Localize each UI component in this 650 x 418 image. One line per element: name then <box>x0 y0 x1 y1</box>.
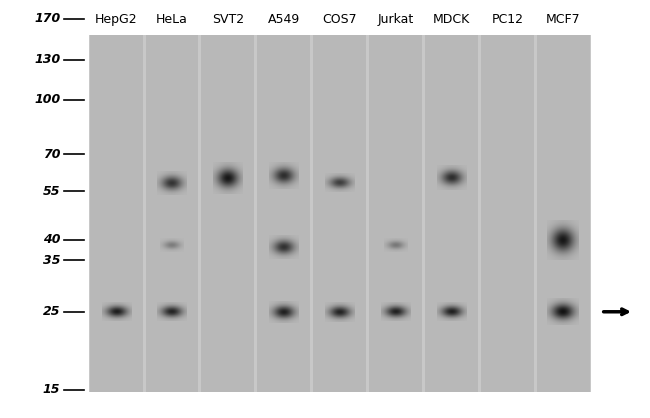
Text: COS7: COS7 <box>322 13 357 26</box>
Text: 55: 55 <box>43 185 60 198</box>
Text: SVT2: SVT2 <box>212 13 244 26</box>
Text: PC12: PC12 <box>491 13 523 26</box>
Text: 15: 15 <box>43 383 60 396</box>
Text: MDCK: MDCK <box>433 13 470 26</box>
Bar <box>90 35 142 392</box>
Text: HeLa: HeLa <box>156 13 188 26</box>
Text: MCF7: MCF7 <box>546 13 580 26</box>
Bar <box>89 35 590 392</box>
Text: 170: 170 <box>34 12 60 25</box>
Bar <box>481 35 534 392</box>
Text: Jurkat: Jurkat <box>378 13 414 26</box>
Bar <box>537 35 590 392</box>
Bar <box>146 35 198 392</box>
Text: 70: 70 <box>43 148 60 161</box>
Text: 130: 130 <box>34 54 60 66</box>
Text: HepG2: HepG2 <box>95 13 137 26</box>
Text: 40: 40 <box>43 233 60 247</box>
Text: 25: 25 <box>43 305 60 318</box>
Text: A549: A549 <box>268 13 300 26</box>
Bar <box>257 35 310 392</box>
Bar <box>369 35 422 392</box>
Bar <box>313 35 366 392</box>
Bar <box>425 35 478 392</box>
Text: 100: 100 <box>34 93 60 107</box>
Bar <box>202 35 254 392</box>
Text: 35: 35 <box>43 254 60 267</box>
